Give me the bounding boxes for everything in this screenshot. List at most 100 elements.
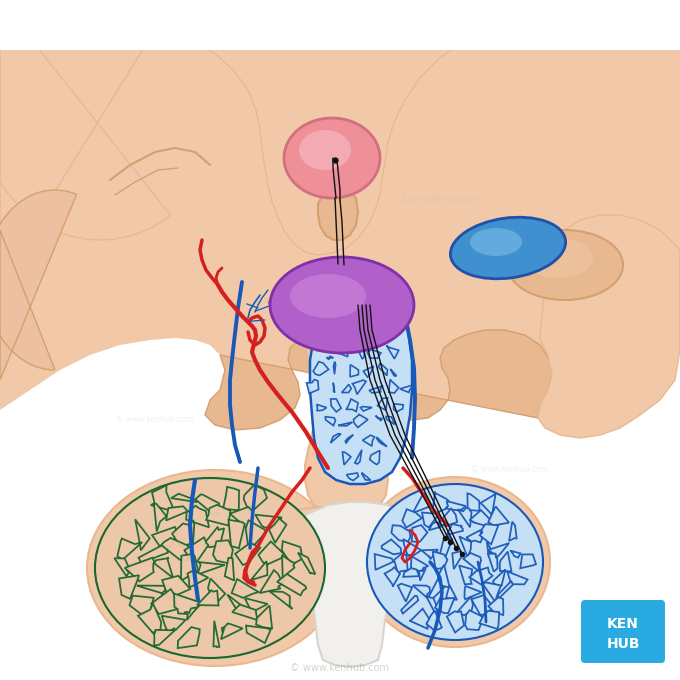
Polygon shape <box>317 405 326 411</box>
Polygon shape <box>333 383 335 392</box>
Polygon shape <box>208 579 225 600</box>
Polygon shape <box>162 576 190 599</box>
Polygon shape <box>162 615 186 632</box>
Polygon shape <box>435 596 454 613</box>
Polygon shape <box>246 625 271 643</box>
Text: © www.kenhub.com: © www.kenhub.com <box>401 196 479 205</box>
Text: © www.kenhub.com: © www.kenhub.com <box>471 466 549 475</box>
Polygon shape <box>343 452 351 465</box>
Polygon shape <box>409 555 428 571</box>
Polygon shape <box>172 520 194 547</box>
Polygon shape <box>403 539 422 558</box>
Polygon shape <box>432 551 447 569</box>
Polygon shape <box>469 568 492 585</box>
Polygon shape <box>243 485 267 513</box>
Polygon shape <box>493 569 505 587</box>
Polygon shape <box>389 379 398 393</box>
Polygon shape <box>452 551 462 569</box>
Polygon shape <box>337 345 347 357</box>
Polygon shape <box>269 518 286 543</box>
Polygon shape <box>232 579 258 598</box>
Polygon shape <box>214 621 220 647</box>
Polygon shape <box>350 292 355 307</box>
Polygon shape <box>258 541 284 565</box>
Polygon shape <box>386 345 398 359</box>
Polygon shape <box>154 630 175 645</box>
Polygon shape <box>347 473 358 481</box>
Polygon shape <box>256 605 272 628</box>
Polygon shape <box>398 583 412 602</box>
Polygon shape <box>510 551 522 558</box>
Polygon shape <box>114 558 130 576</box>
Polygon shape <box>118 539 142 560</box>
Polygon shape <box>0 0 680 50</box>
Polygon shape <box>377 330 388 340</box>
Polygon shape <box>438 566 450 588</box>
Polygon shape <box>345 435 353 443</box>
Polygon shape <box>377 398 388 410</box>
Polygon shape <box>412 525 427 542</box>
Polygon shape <box>341 384 351 392</box>
Polygon shape <box>181 554 198 581</box>
Polygon shape <box>151 486 173 510</box>
Polygon shape <box>0 0 171 280</box>
Polygon shape <box>363 366 373 377</box>
Polygon shape <box>333 328 343 337</box>
Polygon shape <box>447 611 464 632</box>
Polygon shape <box>268 277 405 342</box>
Polygon shape <box>245 520 266 545</box>
Polygon shape <box>447 524 463 535</box>
Polygon shape <box>228 520 245 548</box>
Ellipse shape <box>367 484 543 640</box>
Polygon shape <box>370 450 380 464</box>
Polygon shape <box>479 524 498 544</box>
FancyBboxPatch shape <box>581 600 665 663</box>
Polygon shape <box>413 493 430 513</box>
Polygon shape <box>0 190 77 380</box>
Polygon shape <box>458 508 471 527</box>
Polygon shape <box>197 590 218 605</box>
Polygon shape <box>326 356 333 360</box>
Polygon shape <box>290 505 435 553</box>
Polygon shape <box>326 417 335 426</box>
Polygon shape <box>360 407 372 411</box>
Polygon shape <box>445 501 466 511</box>
Polygon shape <box>464 586 481 599</box>
Polygon shape <box>354 313 368 324</box>
Polygon shape <box>487 542 492 557</box>
Ellipse shape <box>95 478 325 658</box>
Polygon shape <box>0 0 680 255</box>
Polygon shape <box>330 399 341 412</box>
Polygon shape <box>429 522 441 530</box>
Polygon shape <box>0 0 680 140</box>
Polygon shape <box>446 585 457 600</box>
Polygon shape <box>457 596 473 615</box>
Ellipse shape <box>360 477 550 647</box>
Polygon shape <box>318 190 358 240</box>
Polygon shape <box>483 582 501 602</box>
Polygon shape <box>313 362 328 375</box>
Polygon shape <box>333 362 336 374</box>
Polygon shape <box>203 527 224 547</box>
Polygon shape <box>345 327 359 338</box>
Polygon shape <box>152 527 177 549</box>
Polygon shape <box>488 597 503 615</box>
Polygon shape <box>184 537 208 565</box>
Polygon shape <box>205 328 552 430</box>
Polygon shape <box>355 449 362 464</box>
Text: © www.kenhub.com: © www.kenhub.com <box>116 415 194 424</box>
Polygon shape <box>221 624 243 639</box>
Polygon shape <box>500 551 511 571</box>
Polygon shape <box>227 594 244 613</box>
Polygon shape <box>195 494 219 515</box>
Ellipse shape <box>507 230 623 300</box>
Polygon shape <box>466 530 482 543</box>
Polygon shape <box>233 605 260 620</box>
Polygon shape <box>488 543 509 558</box>
Text: HUB: HUB <box>607 637 640 651</box>
Polygon shape <box>346 399 358 411</box>
Polygon shape <box>356 345 364 359</box>
Polygon shape <box>362 473 371 480</box>
Polygon shape <box>509 522 517 541</box>
Polygon shape <box>154 558 173 578</box>
